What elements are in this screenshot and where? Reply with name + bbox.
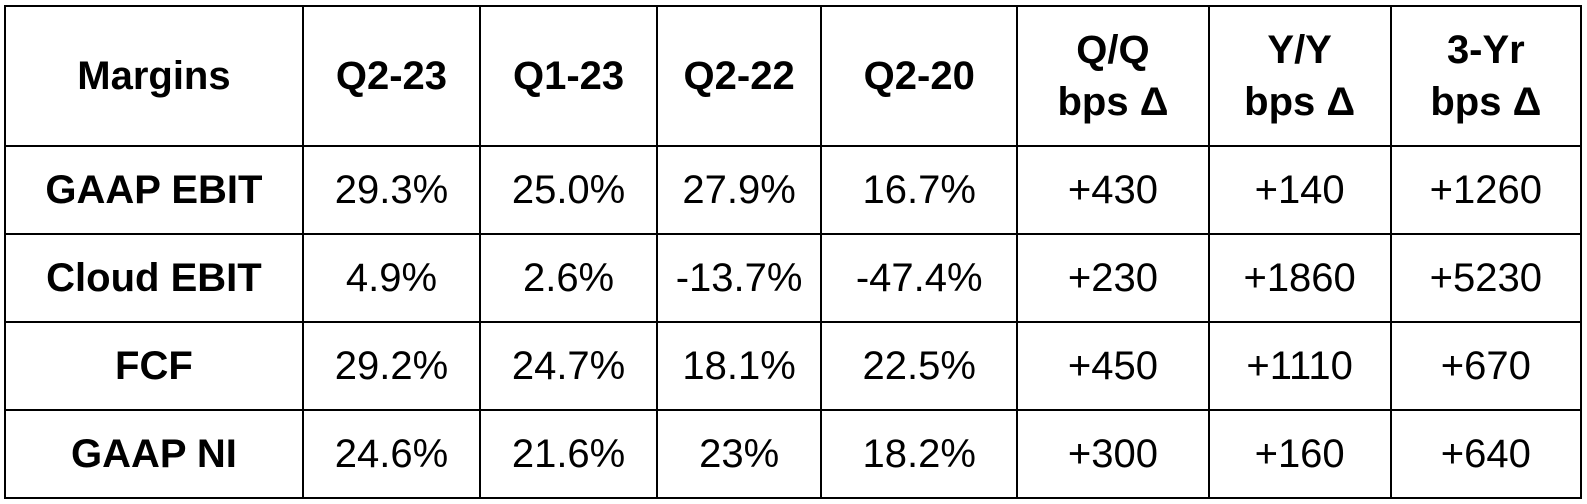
table-cell: 22.5% [820,321,1019,411]
header-margins: Margins [4,5,304,147]
row-label-cloud-ebit: Cloud EBIT [4,233,304,323]
header-row: Margins Q2-23 Q1-23 Q2-22 Q2-20 Q/Q bps … [4,5,1583,147]
table-cell: 29.3% [301,145,481,235]
table-cell: 18.2% [820,409,1019,499]
header-3yr-bps: 3-Yr bps Δ [1389,5,1583,147]
header-q2-22-text: Q2-22 [683,54,795,98]
table-row: FCF 29.2% 24.7% 18.1% 22.5% +450 +1110 +… [4,321,1583,411]
table-cell: 27.9% [656,145,823,235]
header-q2-20: Q2-20 [820,5,1019,147]
header-q1-23-text: Q1-23 [512,54,625,98]
header-q2-22: Q2-22 [656,5,823,147]
table-cell: 2.6% [478,233,659,323]
table-cell: +640 [1389,409,1583,499]
table-cell: +5230 [1389,233,1583,323]
header-margins-text: Margins [77,54,231,98]
table-cell: +300 [1016,409,1210,499]
row-label-gaap-ni: GAAP NI [4,409,304,499]
table-cell: 24.6% [301,409,481,499]
header-qq-bps: Q/Q bps Δ [1016,5,1210,147]
table-row: Cloud EBIT 4.9% 2.6% -13.7% -47.4% +230 … [4,233,1583,323]
table-cell: +1860 [1207,233,1392,323]
table-cell: 23% [656,409,823,499]
table-cell: +430 [1016,145,1210,235]
table-cell: +1110 [1207,321,1392,411]
table-cell: +450 [1016,321,1210,411]
header-q2-23: Q2-23 [301,5,481,147]
table-cell: -47.4% [820,233,1019,323]
table-row: GAAP EBIT 29.3% 25.0% 27.9% 16.7% +430 +… [4,145,1583,235]
header-q2-20-text: Q2-20 [863,54,975,98]
table-cell: 24.7% [478,321,659,411]
header-q1-23: Q1-23 [478,5,659,147]
table-cell: +1260 [1389,145,1583,235]
table-cell: 29.2% [301,321,481,411]
table-row: GAAP NI 24.6% 21.6% 23% 18.2% +300 +160 … [4,409,1583,499]
table-cell: +140 [1207,145,1392,235]
table-cell: 16.7% [820,145,1019,235]
table-cell: -13.7% [656,233,823,323]
table-cell: +230 [1016,233,1210,323]
table-cell: 4.9% [301,233,481,323]
row-label-fcf: FCF [4,321,304,411]
header-3yr-bps-text: 3-Yr bps Δ [1430,28,1542,124]
table-cell: +160 [1207,409,1392,499]
header-q2-23-text: Q2-23 [335,54,448,98]
table-cell: +670 [1389,321,1583,411]
table-cell: 25.0% [478,145,659,235]
row-label-gaap-ebit: GAAP EBIT [4,145,304,235]
table-cell: 21.6% [478,409,659,499]
header-yy-bps: Y/Y bps Δ [1207,5,1392,147]
table-cell: 18.1% [656,321,823,411]
margins-table: Margins Q2-23 Q1-23 Q2-22 Q2-20 Q/Q bps … [4,5,1583,499]
header-yy-bps-text: Y/Y bps Δ [1244,28,1356,124]
margins-table-container: Margins Q2-23 Q1-23 Q2-22 Q2-20 Q/Q bps … [4,5,1583,499]
header-qq-bps-text: Q/Q bps Δ [1057,28,1169,124]
